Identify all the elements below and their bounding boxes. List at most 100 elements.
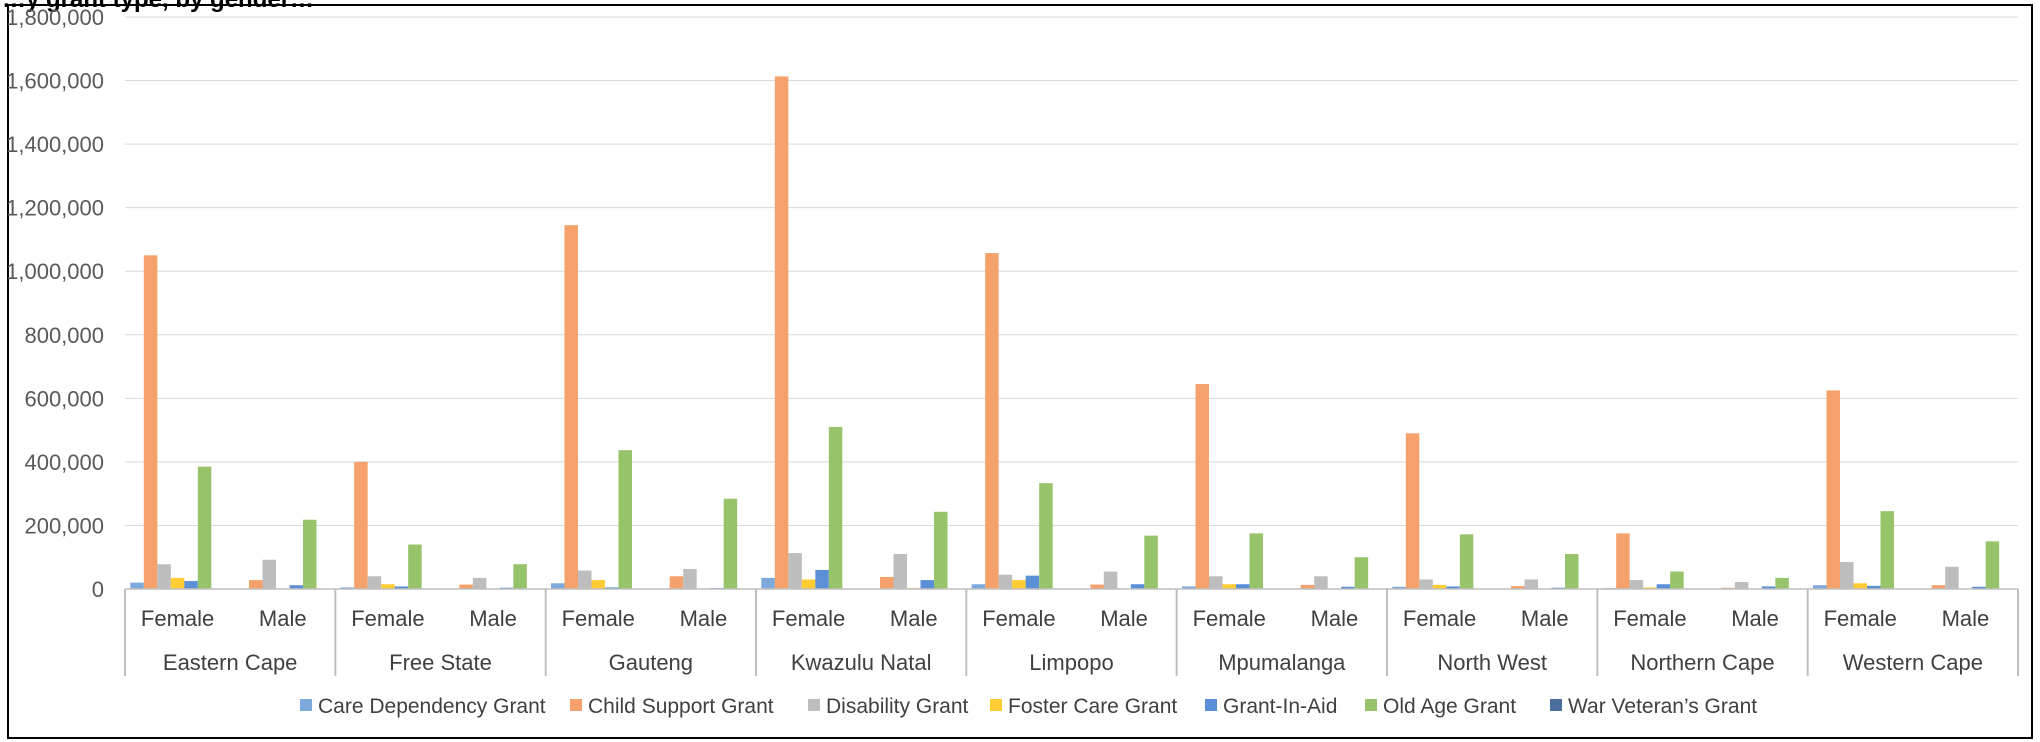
bar <box>289 585 303 589</box>
bar <box>367 576 382 589</box>
legend-swatch <box>1365 699 1377 711</box>
y-tick-label: 0 <box>92 577 104 602</box>
bar <box>1012 580 1026 589</box>
legend-label: Foster Care Grant <box>1008 695 1177 718</box>
bar <box>1025 575 1040 589</box>
bar <box>1432 584 1447 589</box>
bar <box>1775 577 1789 589</box>
bar <box>1090 584 1104 589</box>
bar <box>1565 554 1579 589</box>
bar <box>1459 534 1474 589</box>
legend-label: War Veteran’s Grant <box>1568 695 1757 718</box>
legend-swatch <box>808 699 820 711</box>
bar <box>1945 566 1959 589</box>
bar <box>130 582 144 589</box>
y-tick-label: 600,000 <box>24 386 104 411</box>
bar <box>1826 390 1840 589</box>
bar <box>985 253 999 590</box>
y-tick-label: 800,000 <box>24 323 104 348</box>
bar <box>683 568 697 589</box>
bar <box>1236 584 1250 589</box>
y-tick-label: 400,000 <box>24 450 104 475</box>
bar <box>197 466 212 589</box>
bar <box>513 564 527 589</box>
x-group-label: Limpopo <box>1029 650 1113 675</box>
x-tick-label: Male <box>1100 606 1148 631</box>
bar <box>1300 584 1315 589</box>
bar <box>354 461 368 589</box>
bar <box>1524 579 1538 589</box>
bar <box>472 577 487 589</box>
bar <box>1392 586 1406 589</box>
legend-label: Old Age Grant <box>1383 695 1516 718</box>
legend-swatch <box>990 699 1002 711</box>
bar <box>893 554 907 589</box>
x-tick-label: Female <box>562 606 635 631</box>
x-group-label: Northern Cape <box>1630 650 1774 675</box>
bar <box>1446 586 1460 589</box>
x-tick-label: Female <box>982 606 1055 631</box>
bar <box>394 586 409 589</box>
chart-border <box>7 4 2033 739</box>
bar <box>880 576 894 589</box>
bar <box>1249 533 1263 589</box>
bar <box>1880 511 1894 589</box>
x-group-label: Kwazulu Natal <box>791 650 932 675</box>
bar <box>578 570 592 589</box>
bar <box>920 580 934 589</box>
y-axis: 0 200,000 400,000 600,000 800,000 1,000,000 1,… <box>6 5 104 602</box>
x-tick-label: Male <box>1942 606 1990 631</box>
x-tick-label: Female <box>772 606 845 631</box>
bar <box>1195 384 1209 589</box>
legend-label: Grant-In-Aid <box>1223 695 1337 718</box>
bar <box>1511 586 1525 589</box>
y-tick-label: 1,000,000 <box>6 259 104 284</box>
x-tick-label: Female <box>1613 606 1686 631</box>
x-group-label: Free State <box>389 650 492 675</box>
bar <box>1761 586 1776 589</box>
bar <box>669 576 684 589</box>
bar <box>184 581 198 589</box>
bar <box>1931 585 1946 589</box>
legend: Care Dependency Grant Child Support Grant… <box>300 695 1757 718</box>
bar <box>1039 483 1053 589</box>
bar <box>1853 583 1867 589</box>
bar <box>459 584 473 589</box>
x-axis: Female Male Female Male Female Male Female Male… <box>124 588 2019 676</box>
bar <box>1354 557 1369 589</box>
bar <box>1144 535 1158 589</box>
x-tick-label: Male <box>890 606 938 631</box>
bar <box>1341 586 1355 589</box>
x-group-label: North West <box>1437 650 1547 675</box>
y-tick-label: 1,400,000 <box>6 132 104 157</box>
legend-swatch <box>1550 699 1562 711</box>
x-tick-label: Male <box>259 606 307 631</box>
legend-label: Child Support Grant <box>588 695 774 718</box>
x-group-label: Mpumalanga <box>1218 650 1346 675</box>
bar <box>1314 576 1328 589</box>
x-tick-label: Female <box>141 606 214 631</box>
legend-label: Care Dependency Grant <box>318 695 546 718</box>
bar <box>1643 587 1657 589</box>
bar <box>1130 584 1145 589</box>
bar <box>1222 584 1236 589</box>
x-tick-label: Female <box>1403 606 1476 631</box>
bar <box>934 511 948 589</box>
bars <box>130 76 2000 590</box>
chart-title-partial: …y grant type, by gender… <box>2 0 314 14</box>
gridlines <box>125 16 2018 526</box>
x-tick-label: Female <box>1193 606 1266 631</box>
x-tick-label: Male <box>680 606 728 631</box>
bar <box>170 577 185 589</box>
x-tick-label: Male <box>1311 606 1359 631</box>
bar <box>788 553 802 589</box>
bar <box>143 255 158 589</box>
bar <box>1209 576 1223 589</box>
y-tick-label: 200,000 <box>24 513 104 538</box>
y-tick-label: 1,200,000 <box>6 196 104 221</box>
bar <box>723 498 738 589</box>
bar <box>1813 585 1827 589</box>
bar <box>1616 533 1630 589</box>
